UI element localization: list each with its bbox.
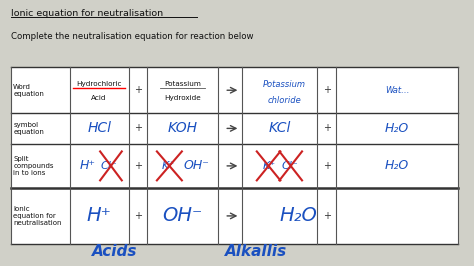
Text: Acid: Acid <box>91 95 107 101</box>
Text: Word
equation: Word equation <box>13 84 44 97</box>
Text: HCl: HCl <box>87 121 111 135</box>
Text: Split
compounds
in to ions: Split compounds in to ions <box>13 156 54 176</box>
Text: Hydrochloric: Hydrochloric <box>76 81 122 87</box>
Text: Cl⁻: Cl⁻ <box>100 161 117 171</box>
Text: H⁺: H⁺ <box>79 159 95 172</box>
Text: Hydroxide: Hydroxide <box>164 95 201 101</box>
Text: +: + <box>322 161 330 171</box>
Text: symbol
equation: symbol equation <box>13 122 44 135</box>
Text: K⁺: K⁺ <box>263 161 275 171</box>
Text: +: + <box>134 211 142 221</box>
Text: Alkallis: Alkallis <box>225 244 287 259</box>
Text: KOH: KOH <box>168 121 198 135</box>
Text: +: + <box>322 211 330 221</box>
Text: OH⁻: OH⁻ <box>183 159 209 172</box>
Text: K⁺: K⁺ <box>162 161 175 171</box>
Text: Ionic
equation for
neutralisation: Ionic equation for neutralisation <box>13 206 62 226</box>
Text: H₂O: H₂O <box>279 206 317 225</box>
Text: H₂O: H₂O <box>385 159 410 172</box>
Text: KCl: KCl <box>268 121 291 135</box>
Text: +: + <box>134 123 142 133</box>
Text: Complete the neutralisation equation for reaction below: Complete the neutralisation equation for… <box>11 32 253 41</box>
Text: Potassium: Potassium <box>263 80 306 89</box>
Text: Cl⁻: Cl⁻ <box>282 161 298 171</box>
Text: Acids: Acids <box>92 244 137 259</box>
Text: +: + <box>322 85 330 95</box>
Text: Potassium: Potassium <box>164 81 201 87</box>
Text: OH⁻: OH⁻ <box>163 206 203 225</box>
FancyBboxPatch shape <box>11 67 458 244</box>
Text: +: + <box>134 85 142 95</box>
Text: +: + <box>322 123 330 133</box>
Text: +: + <box>134 161 142 171</box>
Text: H₂O: H₂O <box>385 122 410 135</box>
Text: Ionic equation for neutralisation: Ionic equation for neutralisation <box>11 9 163 18</box>
Text: chloride: chloride <box>267 96 301 105</box>
Text: Wat…: Wat… <box>385 86 410 95</box>
Text: H⁺: H⁺ <box>87 206 111 225</box>
